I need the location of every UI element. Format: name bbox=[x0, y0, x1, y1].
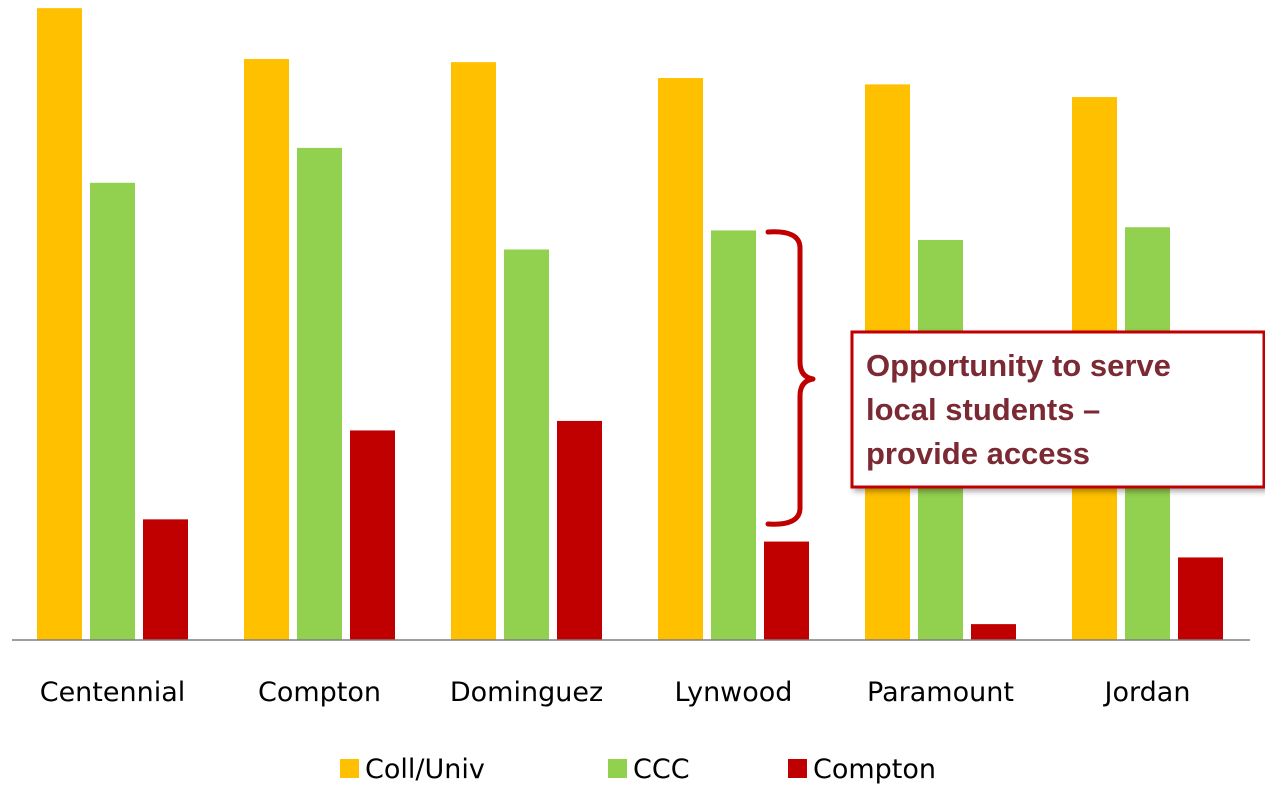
bar-dominguez-coll-univ bbox=[451, 62, 496, 640]
bar-lynwood-compton bbox=[764, 541, 809, 640]
bar-lynwood-ccc bbox=[711, 230, 756, 641]
legend-label-coll-univ: Coll/Univ bbox=[365, 754, 485, 785]
legend-swatch-coll-univ bbox=[340, 759, 359, 778]
bar-compton-ccc bbox=[297, 147, 342, 640]
bar-centennial-compton bbox=[143, 519, 188, 640]
bar-centennial-ccc bbox=[90, 182, 135, 641]
legend-label-ccc: CCC bbox=[633, 754, 690, 785]
category-label-jordan: Jordan bbox=[1103, 677, 1191, 708]
bar-compton-compton bbox=[350, 430, 395, 640]
legend: Coll/Univ CCC Compton bbox=[340, 754, 936, 785]
annotation-line-2: local students – bbox=[866, 392, 1100, 427]
category-labels: Centennial Compton Dominguez Lynwood Paramou… bbox=[40, 677, 1191, 708]
annotation-box bbox=[850, 330, 1265, 489]
bar-centennial-coll-univ bbox=[37, 8, 82, 641]
annotation-brace bbox=[765, 229, 816, 527]
category-label-paramount: Paramount bbox=[867, 677, 1014, 708]
bar-dominguez-ccc bbox=[504, 249, 549, 640]
category-label-compton: Compton bbox=[258, 677, 381, 708]
annotation-line-3: provide access bbox=[866, 436, 1090, 471]
annotation-line-1: Opportunity to serve bbox=[866, 348, 1171, 383]
bar-paramount-compton bbox=[971, 624, 1016, 640]
bar-dominguez-compton bbox=[557, 420, 602, 640]
category-label-centennial: Centennial bbox=[40, 677, 186, 708]
category-label-dominguez: Dominguez bbox=[450, 677, 603, 708]
bar-lynwood-coll-univ bbox=[658, 78, 703, 640]
bar-jordan-compton bbox=[1178, 557, 1223, 640]
legend-swatch-compton bbox=[788, 759, 807, 778]
legend-label-compton: Compton bbox=[813, 754, 936, 785]
annotation-callout: Opportunity to serve local students – pr… bbox=[765, 229, 1265, 527]
category-label-lynwood: Lynwood bbox=[675, 677, 793, 708]
legend-swatch-ccc bbox=[608, 759, 627, 778]
bar-compton-coll-univ bbox=[244, 58, 289, 641]
bars-group bbox=[37, 8, 1223, 641]
